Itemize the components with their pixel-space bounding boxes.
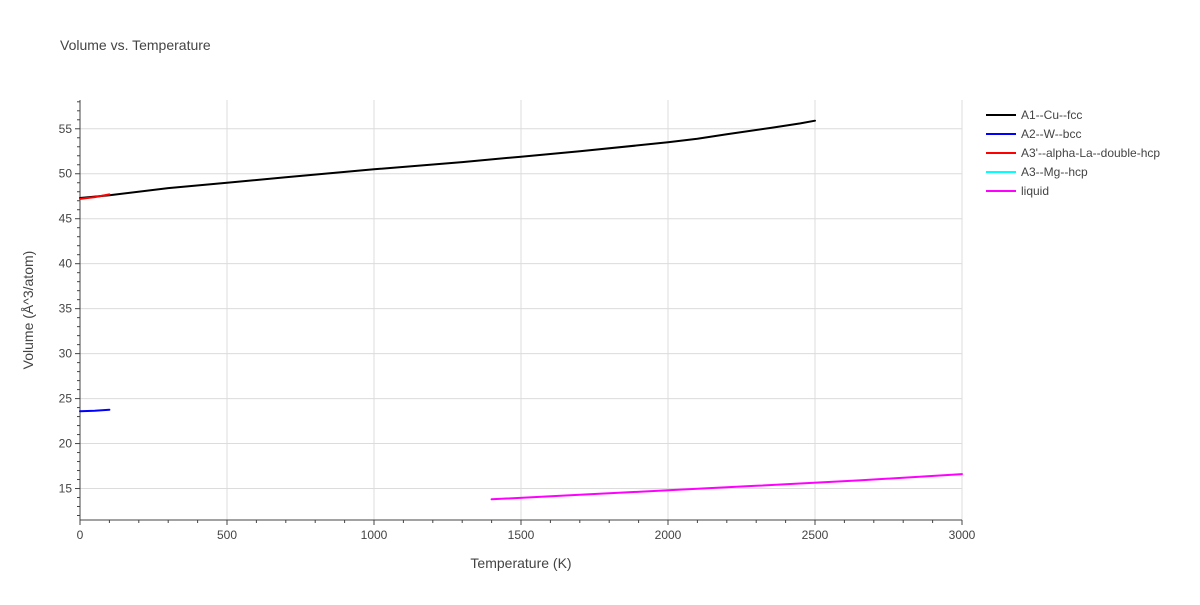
legend-label: A2--W--bcc <box>1021 127 1081 141</box>
series-line <box>79 119 816 199</box>
legend-label: A3--Mg--hcp <box>1021 165 1088 179</box>
data-series <box>79 119 963 501</box>
legend-item[interactable]: A1--Cu--fcc <box>986 108 1082 122</box>
legend-item[interactable]: liquid <box>986 184 1049 198</box>
y-tick-label: 35 <box>59 302 73 316</box>
legend-item[interactable]: A3'--alpha-La--double-hcp <box>986 146 1160 160</box>
legend-label: A3'--alpha-La--double-hcp <box>1021 146 1160 160</box>
series-line <box>79 408 111 413</box>
x-tick-label: 2500 <box>802 528 829 542</box>
legend-label: liquid <box>1021 184 1049 198</box>
chart-title: Volume vs. Temperature <box>60 37 211 53</box>
y-tick-label: 55 <box>59 122 73 136</box>
x-tick-label: 0 <box>77 528 84 542</box>
legend-item[interactable]: A3--Mg--hcp <box>986 165 1088 179</box>
series-line <box>490 473 963 501</box>
x-tick-label: 2000 <box>655 528 682 542</box>
x-tick-label: 1500 <box>508 528 535 542</box>
y-axis-title: Volume (Å^3/atom) <box>20 251 36 370</box>
x-axis-title: Temperature (K) <box>470 555 571 571</box>
legend-item[interactable]: A2--W--bcc <box>986 127 1081 141</box>
legend[interactable]: A1--Cu--fcc A2--W--bcc A3'--alpha-La--doub… <box>986 108 1160 198</box>
y-tick-label: 30 <box>59 347 73 361</box>
series-line <box>79 193 111 200</box>
axes: 0 500 1000 1500 2000 2500 3000 15 20 25 30 35 40 45 50… <box>59 100 976 542</box>
legend-label: A1--Cu--fcc <box>1021 108 1082 122</box>
y-tick-label: 45 <box>59 212 73 226</box>
y-tick-label: 40 <box>59 257 73 271</box>
x-tick-label: 500 <box>217 528 237 542</box>
grid-lines <box>80 100 963 520</box>
x-tick-label: 1000 <box>361 528 388 542</box>
y-tick-label: 50 <box>59 167 73 181</box>
x-tick-label: 3000 <box>949 528 976 542</box>
y-tick-label: 25 <box>59 392 73 406</box>
y-tick-label: 20 <box>59 437 73 451</box>
y-tick-label: 15 <box>59 482 73 496</box>
